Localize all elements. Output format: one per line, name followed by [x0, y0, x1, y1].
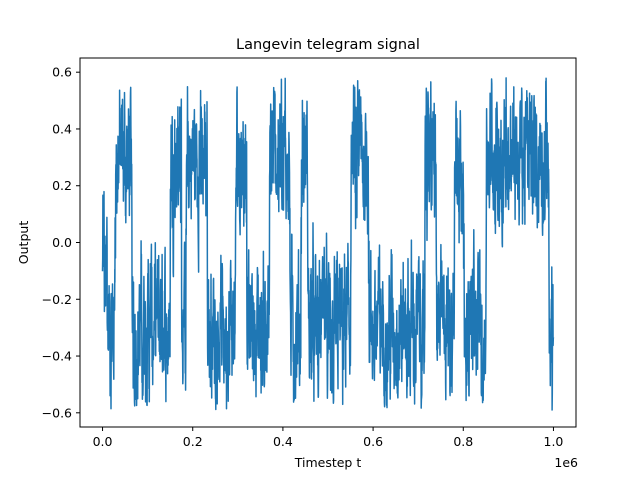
y-tick-label: 0.0 — [52, 235, 72, 250]
x-tick-label: 0.2 — [183, 434, 203, 449]
x-tick-label: 0.4 — [273, 434, 293, 449]
y-tick-label: −0.6 — [42, 405, 72, 420]
series-line — [101, 77, 555, 411]
y-tick-label: −0.4 — [42, 349, 72, 364]
y-tick-label: 0.2 — [52, 178, 72, 193]
y-tick-label: −0.2 — [42, 292, 72, 307]
y-tick-label: 0.6 — [52, 65, 72, 80]
y-axis-label: Output — [16, 221, 31, 265]
x-tick-label: 0.0 — [93, 434, 113, 449]
y-axis: −0.6 −0.4 −0.2 0.0 0.2 0.4 0.6 — [42, 65, 80, 420]
plot-layer — [101, 77, 555, 411]
x-axis-label: Timestep t — [294, 455, 362, 470]
x-offset-label: 1e6 — [554, 455, 578, 470]
x-tick-label: 0.6 — [363, 434, 383, 449]
y-tick-label: 0.4 — [52, 121, 72, 136]
x-tick-label: 0.8 — [453, 434, 473, 449]
x-axis: 0.0 0.2 0.4 0.6 0.8 1.0 — [93, 427, 564, 449]
chart-title: Langevin telegram signal — [236, 37, 420, 53]
x-tick-label: 1.0 — [544, 434, 564, 449]
